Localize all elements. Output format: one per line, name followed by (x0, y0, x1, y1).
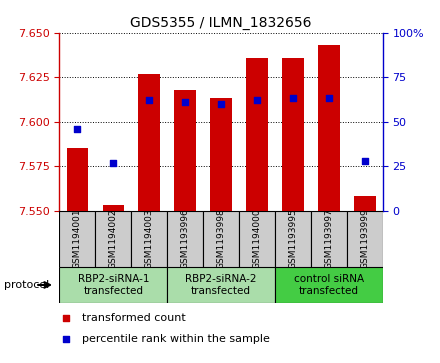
Text: percentile rank within the sample: percentile rank within the sample (82, 334, 270, 344)
Point (290, 95, 297, 101)
Bar (275, 267, 383, 303)
Point (62, 315, 70, 321)
Point (253, 97, 260, 103)
Bar (174, 90, 196, 211)
Bar (210, 98, 232, 211)
Text: RBP2-siRNA-1
transfected: RBP2-siRNA-1 transfected (77, 274, 149, 296)
Bar (59, 211, 95, 267)
Point (218, 101, 225, 107)
Text: control siRNA
transfected: control siRNA transfected (294, 274, 364, 296)
Bar (103, 205, 124, 211)
Bar (95, 211, 131, 267)
Text: RBP2-siRNA-2
transfected: RBP2-siRNA-2 transfected (185, 274, 257, 296)
Bar (139, 74, 160, 211)
Text: GSM1194002: GSM1194002 (109, 208, 118, 269)
Bar (203, 211, 239, 267)
Text: GSM1193998: GSM1193998 (216, 208, 226, 269)
Bar (354, 196, 376, 211)
Point (182, 99, 189, 105)
Bar (239, 211, 275, 267)
Text: GSM1194003: GSM1194003 (145, 208, 154, 269)
Text: GSM1194001: GSM1194001 (73, 208, 82, 269)
Title: GDS5355 / ILMN_1832656: GDS5355 / ILMN_1832656 (130, 16, 312, 30)
Bar (167, 267, 275, 303)
Text: GSM1193997: GSM1193997 (324, 208, 334, 269)
Bar (66, 148, 88, 211)
Text: protocol: protocol (4, 280, 50, 290)
Bar (167, 211, 203, 267)
Bar (347, 211, 383, 267)
Point (74, 126, 81, 132)
Point (146, 97, 153, 103)
Point (326, 95, 333, 101)
Text: GSM1194000: GSM1194000 (253, 208, 261, 269)
Bar (318, 45, 340, 211)
Point (361, 158, 368, 164)
Text: GSM1193996: GSM1193996 (181, 208, 190, 269)
Bar (311, 211, 347, 267)
Bar (59, 267, 167, 303)
Bar (246, 58, 268, 211)
Bar (275, 211, 311, 267)
Text: GSM1193999: GSM1193999 (360, 208, 369, 269)
Text: GSM1193995: GSM1193995 (289, 208, 297, 269)
Bar (131, 211, 167, 267)
Point (110, 160, 117, 166)
Point (62, 337, 70, 342)
Text: transformed count: transformed count (82, 313, 186, 323)
Bar (282, 58, 304, 211)
